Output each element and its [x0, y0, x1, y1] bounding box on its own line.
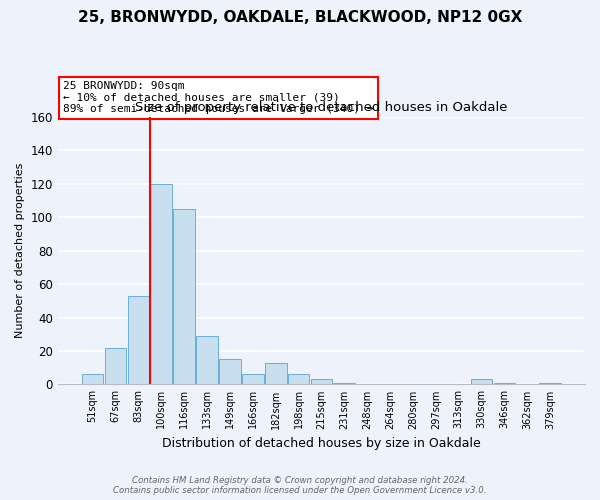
Title: Size of property relative to detached houses in Oakdale: Size of property relative to detached ho… — [135, 102, 508, 114]
Bar — [104, 348, 127, 385]
Bar — [219, 360, 241, 384]
Bar — [151, 184, 172, 384]
X-axis label: Distribution of detached houses by size in Oakdale: Distribution of detached houses by size … — [162, 437, 481, 450]
Bar — [242, 374, 263, 384]
Bar — [494, 383, 515, 384]
Bar — [470, 380, 493, 384]
Bar — [196, 336, 218, 384]
Y-axis label: Number of detached properties: Number of detached properties — [15, 163, 25, 338]
Bar — [128, 296, 149, 384]
Text: 25 BRONWYDD: 90sqm
← 10% of detached houses are smaller (39)
89% of semi-detache: 25 BRONWYDD: 90sqm ← 10% of detached hou… — [63, 81, 374, 114]
Bar — [287, 374, 310, 384]
Text: Contains HM Land Registry data © Crown copyright and database right 2024.
Contai: Contains HM Land Registry data © Crown c… — [113, 476, 487, 495]
Bar — [82, 374, 103, 384]
Bar — [311, 380, 332, 384]
Bar — [173, 209, 195, 384]
Bar — [539, 383, 561, 384]
Text: 25, BRONWYDD, OAKDALE, BLACKWOOD, NP12 0GX: 25, BRONWYDD, OAKDALE, BLACKWOOD, NP12 0… — [78, 10, 522, 25]
Bar — [265, 362, 287, 384]
Bar — [334, 383, 355, 384]
